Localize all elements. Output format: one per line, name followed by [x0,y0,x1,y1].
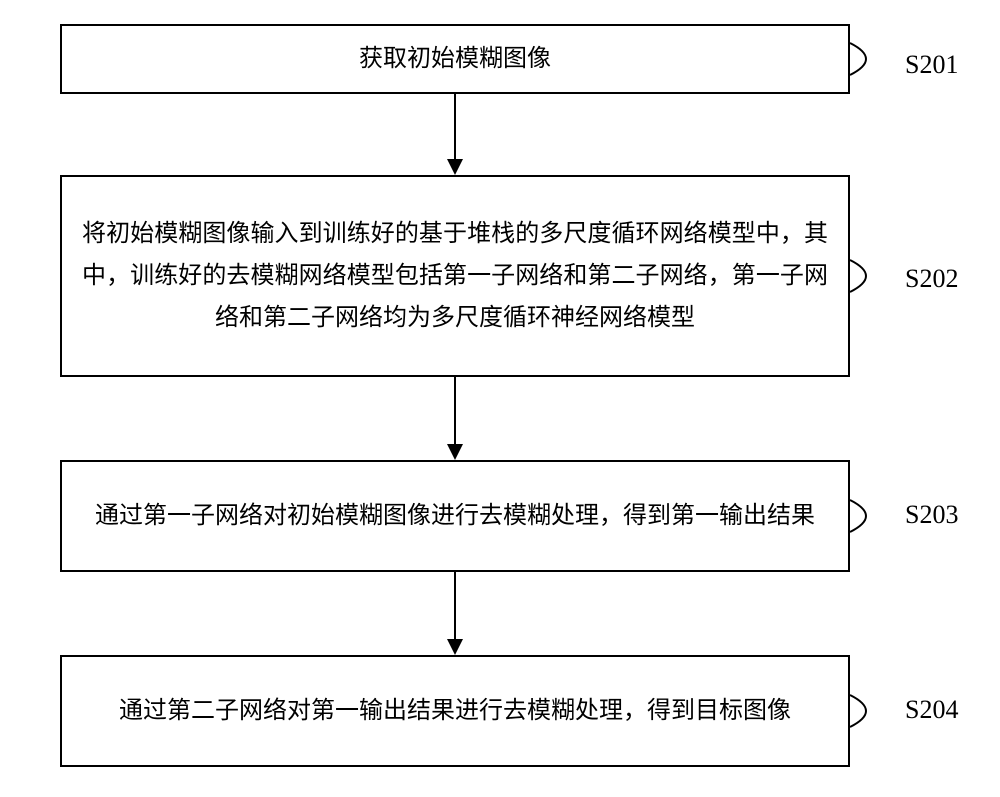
flow-step-text: 获取初始模糊图像 [62,38,848,80]
flow-step-text: 通过第一子网络对初始模糊图像进行去模糊处理，得到第一输出结果 [62,495,848,537]
flow-step-1: 获取初始模糊图像 [60,24,850,94]
flowchart-canvas: 获取初始模糊图像 S201 将初始模糊图像输入到训练好的基于堆栈的多尺度循环网络模型… [0,0,1000,797]
flow-step-4: 通过第二子网络对第一输出结果进行去模糊处理，得到目标图像 [60,655,850,767]
step-label-s201: S201 [905,50,958,80]
flow-step-2: 将初始模糊图像输入到训练好的基于堆栈的多尺度循环网络模型中，其中，训练好的去模糊… [60,175,850,377]
step-label-s203: S203 [905,500,958,530]
step-label-s202: S202 [905,264,958,294]
flow-step-3: 通过第一子网络对初始模糊图像进行去模糊处理，得到第一输出结果 [60,460,850,572]
step-label-s204: S204 [905,695,958,725]
flow-step-text: 将初始模糊图像输入到训练好的基于堆栈的多尺度循环网络模型中，其中，训练好的去模糊… [62,213,848,339]
flow-step-text: 通过第二子网络对第一输出结果进行去模糊处理，得到目标图像 [62,690,848,732]
